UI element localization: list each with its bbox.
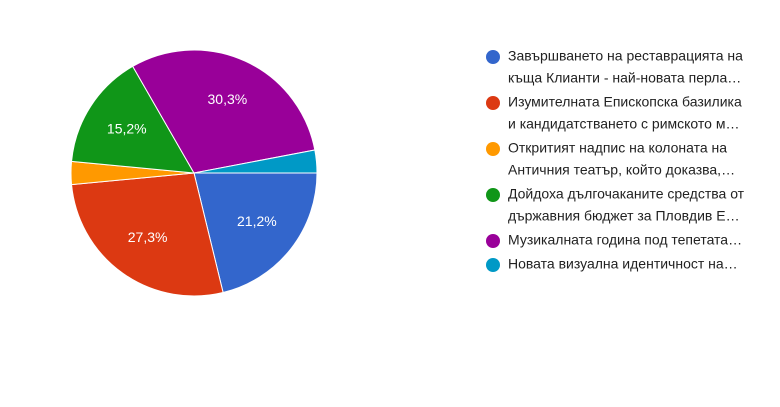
pie-slice [71, 65, 195, 174]
legend-label: Музикалната година под тепетата… [508, 232, 742, 248]
legend-label: Новата визуална идентичност на… [508, 256, 738, 272]
data-label: 30,3% [208, 91, 248, 107]
legend-label: Античния театър, който доказва,… [508, 162, 735, 178]
pie-slice [193, 172, 318, 294]
legend-label: Откритият надпис на колоната на [508, 140, 727, 156]
pie-slice [132, 49, 316, 174]
legend-label: Завършването на реставрацията на [508, 48, 743, 64]
data-label: 27,3% [128, 229, 168, 245]
legend-marker [486, 258, 500, 272]
legend-label: Дойдоха дългочаканите средства от [508, 186, 745, 202]
legend-label: и кандидатстването с римското м… [508, 116, 739, 132]
legend-marker [486, 188, 500, 202]
legend-label: държавния бюджет за Пловдив Е… [508, 208, 740, 224]
legend-marker [486, 142, 500, 156]
pie-slice [71, 172, 224, 297]
legend-label: Изумителната Епископска базилика [508, 94, 742, 110]
legend-label: къща Клианти - най-новата перла… [508, 70, 741, 86]
legend-marker [486, 96, 500, 110]
legend-marker [486, 234, 500, 248]
data-label: 15,2% [107, 120, 147, 136]
pie-slice [193, 149, 318, 174]
data-label: 21,2% [237, 213, 277, 229]
legend-marker [486, 50, 500, 64]
